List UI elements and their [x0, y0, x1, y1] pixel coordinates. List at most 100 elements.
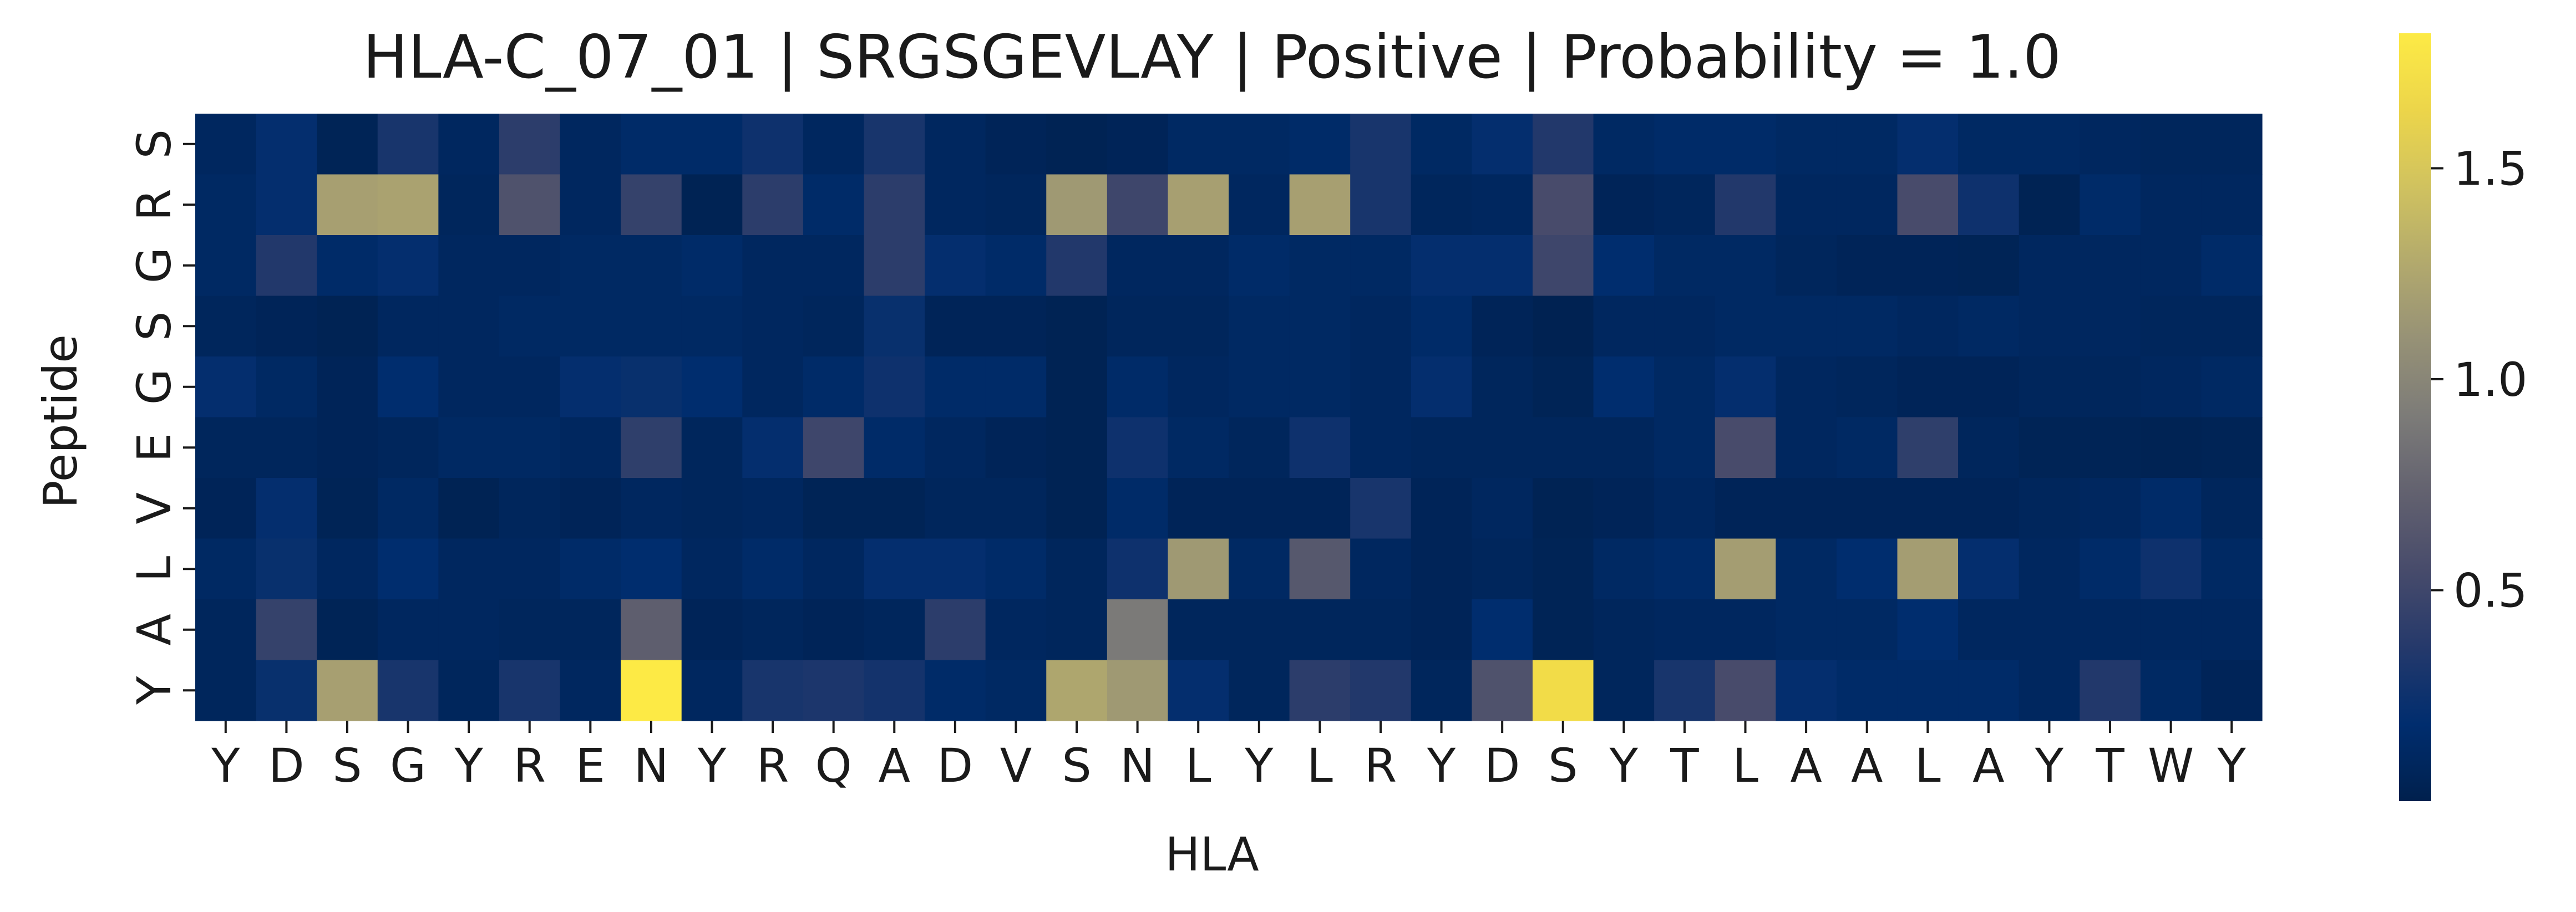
- heatmap-cell: [195, 235, 257, 297]
- colorbar-tick-label: 1.0: [2453, 353, 2528, 407]
- heatmap-cell: [499, 356, 561, 418]
- heatmap-cell: [1168, 235, 1229, 297]
- heatmap-cell: [2201, 174, 2263, 236]
- heatmap-cell: [1654, 114, 1716, 175]
- heatmap-cell: [2080, 538, 2141, 600]
- heatmap-cell: [1836, 114, 1898, 175]
- heatmap-cell: [985, 417, 1047, 478]
- heatmap-cell: [681, 660, 743, 721]
- x-tick-label: A: [1851, 738, 1883, 793]
- heatmap-cell: [1289, 417, 1351, 478]
- heatmap-cell: [742, 599, 804, 661]
- heatmap-cell: [1836, 356, 1898, 418]
- heatmap-cell: [1958, 356, 2020, 418]
- heatmap-cell: [681, 174, 743, 236]
- heatmap-cell: [1958, 660, 2020, 721]
- heatmap-cell: [1411, 295, 1472, 357]
- x-tick-label: L: [1915, 738, 1941, 793]
- heatmap-cell: [1715, 114, 1776, 175]
- heatmap-cell: [1229, 295, 1290, 357]
- heatmap-cell: [317, 660, 378, 721]
- x-tick-label: T: [2095, 738, 2124, 793]
- heatmap-cell: [1168, 538, 1229, 600]
- heatmap-cell: [1836, 599, 1898, 661]
- heatmap-cell: [438, 660, 500, 721]
- heatmap-cell: [1107, 599, 1169, 661]
- heatmap-cell: [499, 538, 561, 600]
- heatmap-cell: [499, 295, 561, 357]
- heatmap-cell: [985, 174, 1047, 236]
- heatmap-cell: [2019, 174, 2080, 236]
- heatmap-cell: [1776, 356, 1837, 418]
- heatmap-cell: [1350, 478, 1412, 539]
- heatmap-cell: [621, 599, 682, 661]
- heatmap-cell: [2201, 599, 2263, 661]
- heatmap-cell: [1715, 478, 1776, 539]
- x-tick-label: S: [1062, 738, 1091, 793]
- heatmap-cell: [621, 538, 682, 600]
- heatmap-cell: [1168, 599, 1229, 661]
- heatmap-cell: [1715, 599, 1776, 661]
- heatmap-cell: [256, 114, 317, 175]
- heatmap-cell: [499, 174, 561, 236]
- heatmap-cell: [1532, 295, 1594, 357]
- heatmap-cell: [1654, 660, 1716, 721]
- y-tick-label: S: [127, 129, 181, 159]
- heatmap-cell: [1168, 417, 1229, 478]
- heatmap-cell: [377, 295, 439, 357]
- colorbar-ticks: 0.5 1.0 1.5: [2431, 142, 2528, 618]
- x-tick-label: Y: [1609, 738, 1639, 793]
- heatmap-cell: [2140, 295, 2202, 357]
- heatmap-cell: [1836, 174, 1898, 236]
- heatmap-cell: [1289, 295, 1351, 357]
- heatmap-cell: [621, 417, 682, 478]
- heatmap-cell: [499, 660, 561, 721]
- heatmap-cell: [377, 660, 439, 721]
- heatmap-cell: [1229, 599, 1290, 661]
- heatmap-cell: [1229, 417, 1290, 478]
- heatmap-cell: [681, 295, 743, 357]
- heatmap-cell: [560, 235, 621, 297]
- heatmap-cell: [1046, 235, 1108, 297]
- heatmap-cell: [1836, 417, 1898, 478]
- heatmap-cell: [1350, 235, 1412, 297]
- heatmap-cell: [317, 114, 378, 175]
- heatmap-cell: [560, 356, 621, 418]
- heatmap-cell: [1654, 235, 1716, 297]
- heatmap-cell: [2019, 599, 2080, 661]
- heatmap-cell: [1046, 660, 1108, 721]
- heatmap-cell: [681, 538, 743, 600]
- heatmap-cell: [2201, 356, 2263, 418]
- heatmap-cell: [1046, 599, 1108, 661]
- heatmap-cell: [499, 478, 561, 539]
- heatmap-cell: [1897, 174, 1959, 236]
- heatmap-cell: [1046, 538, 1108, 600]
- heatmap-cell: [256, 599, 317, 661]
- heatmap-cell: [925, 356, 986, 418]
- heatmap-cell: [1654, 599, 1716, 661]
- heatmap-cell: [925, 478, 986, 539]
- heatmap-cell: [377, 114, 439, 175]
- heatmap-cell: [499, 235, 561, 297]
- heatmap-cell: [985, 114, 1047, 175]
- x-tick-label: E: [576, 738, 605, 793]
- x-tick-label: N: [633, 738, 668, 793]
- heatmap-cell: [438, 235, 500, 297]
- heatmap-cell: [317, 599, 378, 661]
- heatmap-cell: [925, 174, 986, 236]
- heatmap-cell: [1046, 417, 1108, 478]
- heatmap-cell: [377, 417, 439, 478]
- heatmap-cell: [195, 114, 257, 175]
- heatmap-cell: [2201, 478, 2263, 539]
- heatmap-cell: [1958, 174, 2020, 236]
- heatmap-cell: [2140, 356, 2202, 418]
- heatmap-cell: [1046, 356, 1108, 418]
- heatmap-cell: [1654, 538, 1716, 600]
- heatmap-cell: [1229, 235, 1290, 297]
- y-tick-label: Y: [127, 676, 181, 705]
- heatmap-cell: [1715, 295, 1776, 357]
- heatmap-cell: [1350, 295, 1412, 357]
- heatmap-cell: [681, 478, 743, 539]
